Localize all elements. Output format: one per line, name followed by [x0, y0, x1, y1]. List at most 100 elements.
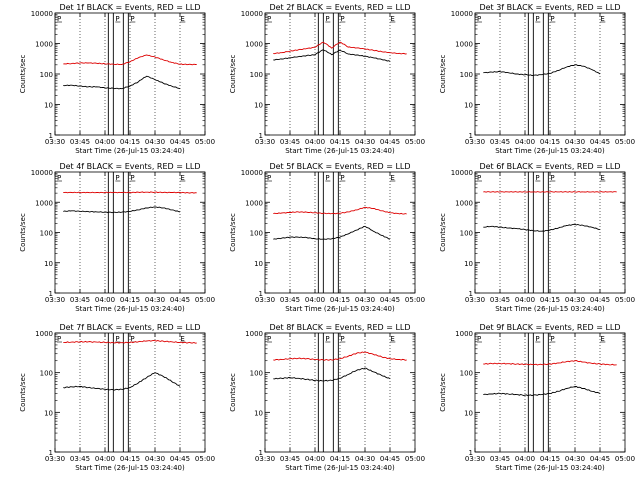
y-axis-label: Counts/sec: [439, 373, 447, 412]
y-tick-label: 10: [254, 409, 263, 417]
chart-panel-3: Det 3f BLACK = Events, RED = LLD 1 10 100 10…: [439, 3, 635, 155]
x-tick-label: 04:30: [565, 455, 585, 463]
interval-marker: P: [535, 335, 539, 343]
x-tick-label: 05:00: [195, 138, 215, 146]
x-tick-label: 04:45: [380, 138, 400, 146]
y-tick-label: 1: [259, 132, 263, 140]
y-tick-label: 100: [460, 230, 473, 238]
x-tick-label: 04:00: [305, 296, 325, 304]
x-tick-label: 04:00: [95, 296, 115, 304]
interval-marker: P: [267, 174, 271, 182]
interval-marker: P: [340, 15, 344, 23]
interval-marker: P: [340, 335, 344, 343]
x-tick-label: 05:00: [405, 296, 425, 304]
chart-title: Det 2f BLACK = Events, RED = LLD: [269, 3, 410, 12]
x-tick-label: 04:30: [565, 138, 585, 146]
interval-marker: E: [390, 174, 394, 182]
x-tick-label: 04:30: [565, 296, 585, 304]
series-line-events: [63, 75, 181, 90]
chart-title: Det 9f BLACK = Events, RED = LLD: [479, 323, 620, 332]
series-line-events: [273, 367, 391, 382]
interval-marker: P: [130, 15, 134, 23]
series-line-lld: [63, 339, 197, 344]
y-tick-label: 1000: [245, 330, 263, 338]
x-tick-label: 03:45: [490, 455, 510, 463]
series-line-lld: [63, 54, 197, 66]
interval-marker: E: [180, 174, 184, 182]
series-line-events: [273, 225, 391, 240]
y-tick-label: 10000: [241, 169, 263, 177]
y-axis-label: Counts/sec: [19, 55, 27, 94]
x-tick-label: 03:30: [465, 138, 485, 146]
interval-marker: P: [535, 174, 539, 182]
x-tick-label: 04:30: [145, 138, 165, 146]
y-tick-label: 100: [250, 71, 263, 79]
x-tick-label: 04:30: [145, 296, 165, 304]
x-tick-label: 04:45: [170, 455, 190, 463]
x-tick-label: 04:15: [330, 455, 350, 463]
y-tick-label: 100: [460, 71, 473, 79]
x-tick-label: 05:00: [195, 296, 215, 304]
chart-panel-1: Det 1f BLACK = Events, RED = LLD 1 10 100 10…: [19, 3, 215, 155]
chart-panel-9: Det 9f BLACK = Events, RED = LLD 1 10 100 10…: [439, 323, 635, 472]
x-tick-label: 04:30: [355, 138, 375, 146]
y-axis-label: Counts/sec: [19, 213, 27, 252]
y-tick-label: 100: [460, 370, 473, 378]
x-axis-label: Start Time (26-Jul-15 03:24:40): [495, 147, 605, 155]
x-tick-label: 04:45: [590, 138, 610, 146]
y-axis-label: Counts/sec: [229, 213, 237, 252]
x-axis-label: Start Time (26-Jul-15 03:24:40): [285, 464, 395, 472]
x-tick-label: 04:30: [355, 455, 375, 463]
x-tick-label: 04:45: [380, 455, 400, 463]
x-tick-label: 03:45: [280, 138, 300, 146]
x-tick-label: 04:15: [540, 138, 560, 146]
interval-marker: P: [57, 174, 61, 182]
x-tick-label: 04:00: [95, 455, 115, 463]
interval-marker: P: [115, 15, 119, 23]
y-tick-label: 10000: [451, 10, 473, 18]
interval-marker: P: [57, 335, 61, 343]
x-tick-label: 03:30: [255, 296, 275, 304]
chart-title: Det 4f BLACK = Events, RED = LLD: [59, 162, 200, 171]
x-tick-label: 03:30: [465, 296, 485, 304]
chart-panel-8: Det 8f BLACK = Events, RED = LLD 1 10 100 10…: [229, 323, 425, 472]
x-tick-label: 04:15: [120, 138, 140, 146]
x-axis-label: Start Time (26-Jul-15 03:24:40): [75, 147, 185, 155]
interval-marker: E: [390, 335, 394, 343]
series-line-lld: [273, 351, 407, 361]
x-tick-label: 03:45: [490, 138, 510, 146]
y-axis-label: Counts/sec: [229, 373, 237, 412]
x-tick-label: 04:45: [590, 296, 610, 304]
chart-panel-2: Det 2f BLACK = Events, RED = LLD 1 10 100 10…: [229, 3, 425, 155]
series-line-events: [483, 223, 601, 232]
x-tick-label: 04:15: [540, 296, 560, 304]
x-tick-label: 03:30: [465, 455, 485, 463]
interval-marker: P: [477, 174, 481, 182]
x-axis-label: Start Time (26-Jul-15 03:24:40): [285, 147, 395, 155]
x-tick-label: 04:30: [355, 296, 375, 304]
x-tick-label: 04:15: [330, 296, 350, 304]
y-tick-label: 1000: [455, 199, 473, 207]
x-axis-label: Start Time (26-Jul-15 03:24:40): [285, 305, 395, 313]
interval-marker: E: [600, 174, 604, 182]
plot-frame: [264, 332, 416, 453]
y-tick-label: 1: [259, 449, 263, 457]
plot-frame: [54, 332, 206, 453]
x-tick-label: 04:15: [120, 296, 140, 304]
interval-marker: P: [267, 335, 271, 343]
x-tick-label: 04:00: [515, 455, 535, 463]
interval-marker: E: [180, 15, 184, 23]
chart-title: Det 8f BLACK = Events, RED = LLD: [269, 323, 410, 332]
x-tick-label: 03:30: [255, 455, 275, 463]
y-tick-label: 10000: [31, 169, 53, 177]
y-tick-label: 1: [49, 132, 53, 140]
y-tick-label: 100: [40, 71, 53, 79]
x-tick-label: 04:45: [170, 138, 190, 146]
series-line-lld: [483, 360, 617, 366]
interval-marker: P: [550, 335, 554, 343]
y-axis-label: Counts/sec: [439, 55, 447, 94]
chart-panel-7: Det 7f BLACK = Events, RED = LLD 1 10 100 10…: [19, 323, 215, 472]
x-tick-label: 03:30: [45, 455, 65, 463]
x-tick-label: 03:30: [45, 296, 65, 304]
